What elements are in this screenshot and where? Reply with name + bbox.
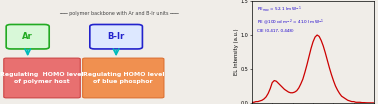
FancyBboxPatch shape — [83, 58, 164, 98]
Text: ─── polymer backbone with Ar and B-Ir units ───: ─── polymer backbone with Ar and B-Ir un… — [59, 11, 178, 16]
Text: Regulating HOMO level
of blue phosphor: Regulating HOMO level of blue phosphor — [82, 72, 164, 84]
Y-axis label: EL Intensity (a.u.): EL Intensity (a.u.) — [234, 29, 239, 75]
FancyBboxPatch shape — [90, 24, 143, 49]
FancyBboxPatch shape — [6, 24, 49, 49]
FancyBboxPatch shape — [4, 58, 80, 98]
Text: Regulating  HOMO level
of polymer host: Regulating HOMO level of polymer host — [0, 72, 84, 84]
Text: PE$_{max}$ = 52.1 lm W$^{-1}$
PE @100 cd m$^{-2}$ = 41.0 lm W$^{-1}$
CIE (0.417,: PE$_{max}$ = 52.1 lm W$^{-1}$ PE @100 cd… — [257, 4, 324, 33]
Text: B-Ir: B-Ir — [107, 32, 125, 41]
Text: Ar: Ar — [22, 32, 33, 41]
